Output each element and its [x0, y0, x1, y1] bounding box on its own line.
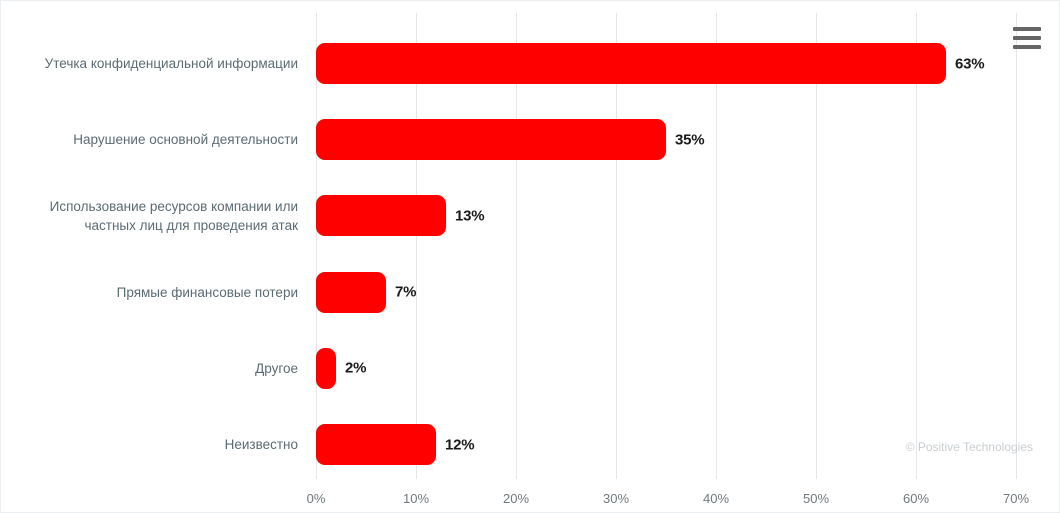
- bar-row: 12%: [316, 424, 1016, 465]
- chart-credit: © Positive Technologies: [905, 440, 1033, 454]
- category-label: Использование ресурсов компании или част…: [49, 198, 298, 233]
- category-label: Прямые финансовые потери: [116, 284, 298, 300]
- x-axis-tick-label: 40%: [702, 491, 730, 506]
- plot-area: 0% 10% 20% 30% 40% 50% 60% 70% 63% 35% 13% 7% 2% 12%: [307, 13, 1029, 506]
- x-axis-tick-label: 0%: [306, 491, 326, 506]
- gridline: [516, 13, 517, 479]
- bar-row: 13%: [316, 195, 1016, 237]
- gridline: [316, 13, 317, 479]
- category-label: Другое: [255, 360, 298, 376]
- menu-bar-top: [1013, 27, 1041, 31]
- x-axis-tick-label: 70%: [1002, 491, 1030, 506]
- bar[interactable]: [316, 195, 446, 237]
- bar-value-label: 7%: [395, 283, 417, 301]
- gridline: [416, 13, 417, 479]
- bar-row: 35%: [316, 119, 1016, 161]
- bar-row: 7%: [316, 271, 1016, 313]
- gridline: [916, 13, 917, 479]
- bar-value-label: 13%: [455, 207, 485, 225]
- bar[interactable]: [316, 347, 336, 389]
- gridline: [716, 13, 717, 479]
- bar-value-label: 12%: [445, 436, 475, 453]
- gridline: [1016, 13, 1017, 479]
- category-label: Утечка конфиденциальной информации: [44, 56, 298, 71]
- x-axis-tick-label: 20%: [502, 491, 530, 506]
- bar-value-label: 35%: [675, 131, 705, 149]
- gridline: [816, 13, 817, 479]
- bar-row: 63%: [316, 43, 1016, 84]
- bar-value-label: 63%: [955, 55, 985, 72]
- bar[interactable]: [316, 271, 386, 313]
- bar[interactable]: [316, 43, 946, 84]
- bar-row: 2%: [316, 347, 1016, 389]
- bar-value-label: 2%: [345, 359, 367, 377]
- category-label: Нарушение основной деятельности: [73, 132, 298, 148]
- x-axis-tick-label: 30%: [602, 491, 630, 506]
- category-label: Неизвестно: [224, 437, 298, 452]
- menu-bar-middle: [1013, 36, 1041, 40]
- bar[interactable]: [316, 424, 436, 465]
- menu-bar-bottom: [1013, 45, 1041, 49]
- x-axis-tick-label: 60%: [902, 491, 930, 506]
- x-axis-tick-label: 10%: [402, 491, 430, 506]
- bar[interactable]: [316, 119, 666, 161]
- gridline: [616, 13, 617, 479]
- hamburger-menu-icon[interactable]: [1013, 27, 1041, 49]
- x-axis-tick-label: 50%: [802, 491, 830, 506]
